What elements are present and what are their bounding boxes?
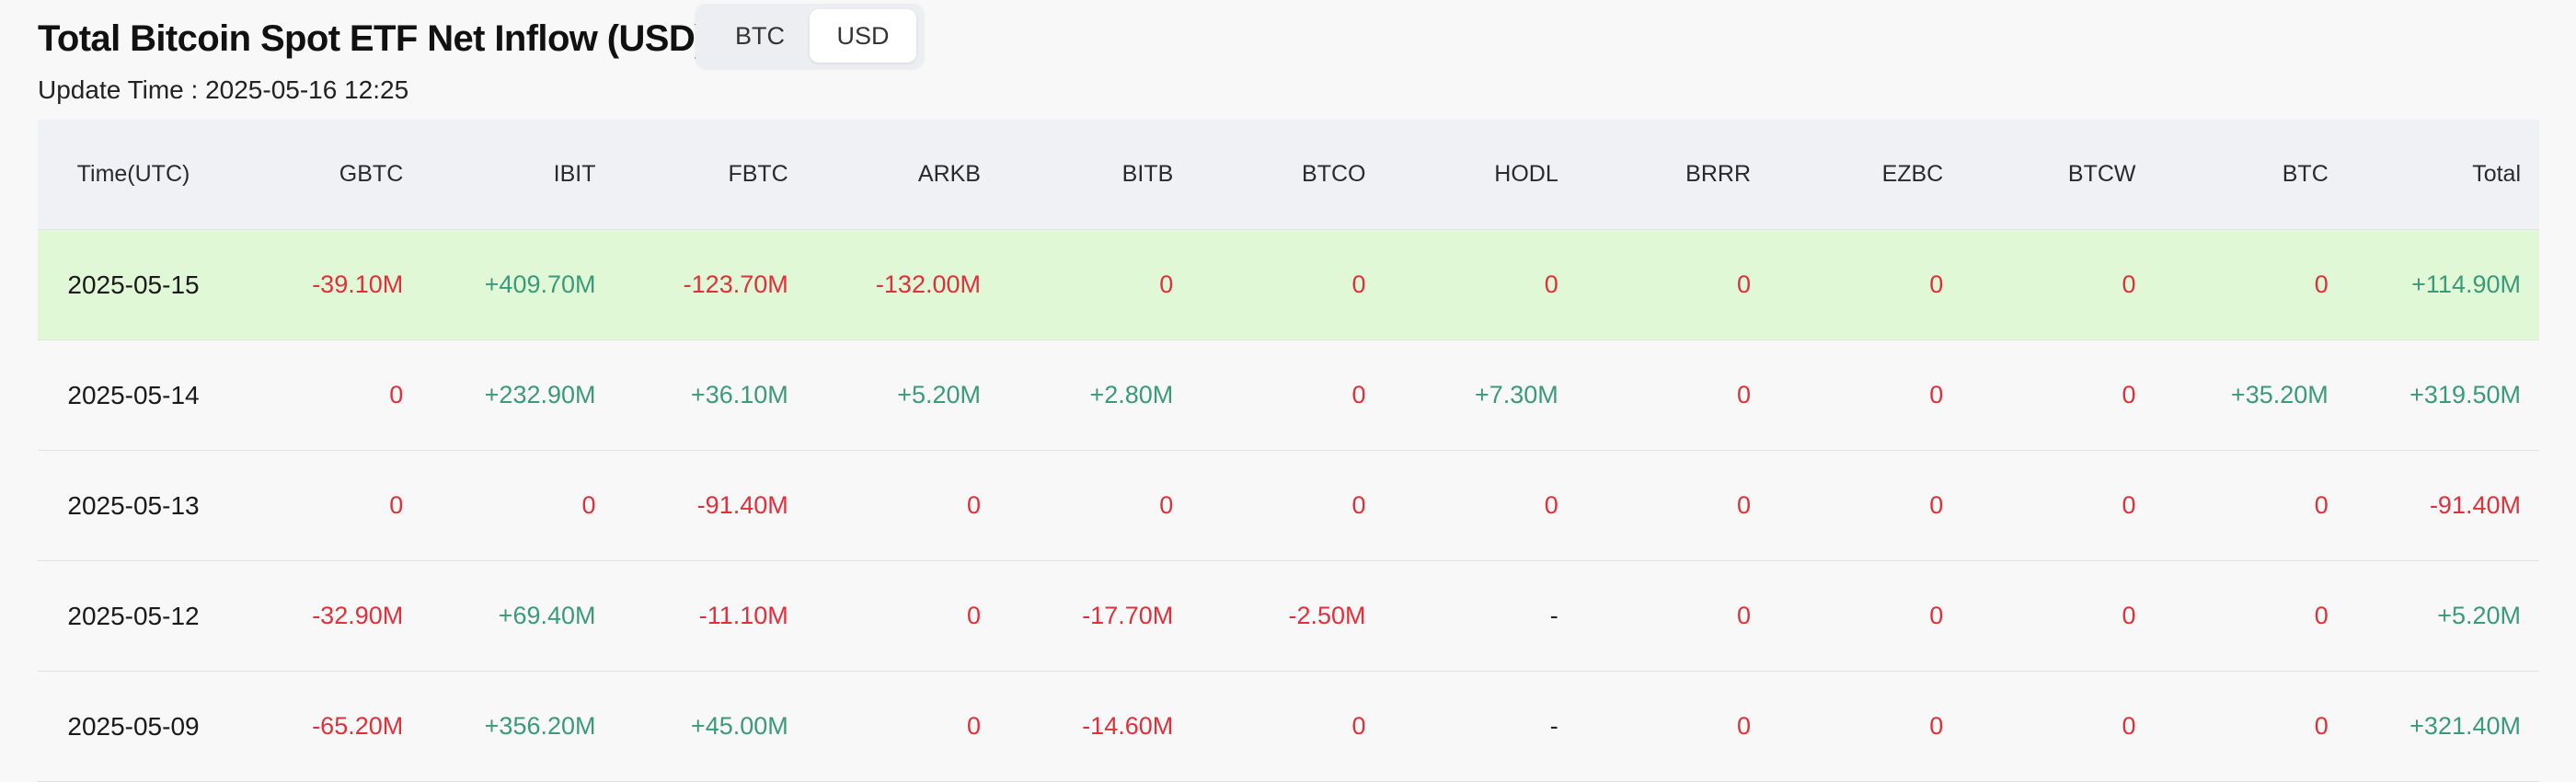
column-header-time-utc: Time(UTC) bbox=[76, 161, 190, 187]
row-date: 2025-05-13 bbox=[67, 490, 200, 520]
table-header: Time(UTC) GBTC IBIT FBTC ARKB BITB BTCO HODL BRR… bbox=[38, 120, 2539, 230]
cell-ezbc: 0 bbox=[1929, 381, 1944, 408]
cell-btc: 0 bbox=[2314, 602, 2329, 629]
cell-btcw: 0 bbox=[2122, 712, 2136, 740]
cell-btc: 0 bbox=[2314, 491, 2329, 519]
cell-brrr: 0 bbox=[1736, 602, 1751, 629]
column-header-btc: BTC bbox=[2282, 161, 2329, 187]
toggle-usd-button[interactable]: USD bbox=[810, 9, 916, 63]
cell-gbtc: 0 bbox=[389, 381, 404, 408]
cell-total: +319.50M bbox=[2409, 381, 2521, 408]
cell-btcw: 0 bbox=[2122, 491, 2136, 519]
cell-ezbc: 0 bbox=[1929, 270, 1944, 298]
cell-btco: 0 bbox=[1351, 381, 1366, 408]
cell-btc: 0 bbox=[2314, 270, 2329, 298]
cell-ezbc: 0 bbox=[1929, 712, 1944, 740]
cell-btco: 0 bbox=[1351, 270, 1366, 298]
column-header-btcw: BTCW bbox=[2067, 161, 2136, 187]
column-header-bitb: BITB bbox=[1121, 161, 1174, 187]
cell-hodl: - bbox=[1549, 602, 1558, 629]
cell-brrr: 0 bbox=[1736, 270, 1751, 298]
cell-ezbc: 0 bbox=[1929, 602, 1944, 629]
unit-toggle: BTC USD bbox=[696, 4, 924, 68]
row-date: 2025-05-09 bbox=[67, 711, 200, 741]
column-header-arkb: ARKB bbox=[917, 161, 981, 187]
cell-ezbc: 0 bbox=[1929, 491, 1944, 519]
column-header-ibit: IBIT bbox=[553, 161, 596, 187]
table-row: 2025-05-09 -65.20M +356.20M +45.00M 0 -14.60M… bbox=[38, 672, 2539, 782]
cell-fbtc: +45.00M bbox=[690, 712, 788, 740]
cell-fbtc: -91.40M bbox=[696, 491, 788, 519]
cell-fbtc: -123.70M bbox=[683, 270, 788, 298]
cell-ibit: +69.40M bbox=[498, 602, 596, 629]
cell-btc: 0 bbox=[2314, 712, 2329, 740]
column-header-fbtc: FBTC bbox=[728, 161, 788, 187]
column-header-hodl: HODL bbox=[1494, 161, 1558, 187]
cell-btco: 0 bbox=[1351, 491, 1366, 519]
column-header-total: Total bbox=[2472, 161, 2521, 187]
cell-total: +5.20M bbox=[2437, 602, 2521, 629]
table-row: 2025-05-13 0 0 -91.40M 0 0 0 0 0 0 0 0 -91.40M bbox=[38, 451, 2539, 561]
cell-btcw: 0 bbox=[2122, 602, 2136, 629]
row-date: 2025-05-15 bbox=[67, 270, 200, 299]
cell-arkb: +5.20M bbox=[897, 381, 981, 408]
table-row: 2025-05-15 -39.10M +409.70M -123.70M -132.00… bbox=[38, 230, 2539, 340]
row-date: 2025-05-14 bbox=[67, 380, 200, 409]
cell-btcw: 0 bbox=[2122, 270, 2136, 298]
cell-brrr: 0 bbox=[1736, 381, 1751, 408]
cell-brrr: 0 bbox=[1736, 712, 1751, 740]
column-header-btco: BTCO bbox=[1302, 161, 1366, 187]
cell-ibit: 0 bbox=[581, 491, 596, 519]
table-body: 2025-05-15 -39.10M +409.70M -123.70M -132.00… bbox=[38, 230, 2539, 782]
cell-arkb: 0 bbox=[966, 712, 981, 740]
row-date: 2025-05-12 bbox=[67, 601, 200, 630]
cell-gbtc: 0 bbox=[389, 491, 404, 519]
column-header-ezbc: EZBC bbox=[1881, 161, 1944, 187]
column-header-gbtc: GBTC bbox=[339, 161, 404, 187]
cell-bitb: +2.80M bbox=[1089, 381, 1174, 408]
update-time: Update Time : 2025-05-16 12:25 bbox=[38, 75, 409, 104]
cell-btco: 0 bbox=[1351, 712, 1366, 740]
cell-gbtc: -39.10M bbox=[312, 270, 404, 298]
etf-flow-table: Time(UTC) GBTC IBIT FBTC ARKB BITB BTCO HODL BRR… bbox=[38, 120, 2539, 782]
cell-hodl: +7.30M bbox=[1474, 381, 1558, 408]
cell-brrr: 0 bbox=[1736, 491, 1751, 519]
page-title: Total Bitcoin Spot ETF Net Inflow (USD) bbox=[38, 18, 707, 59]
cell-bitb: 0 bbox=[1159, 491, 1174, 519]
cell-gbtc: -65.20M bbox=[312, 712, 404, 740]
table-row: 2025-05-14 0 +232.90M +36.10M +5.20M +2.80M 0 +… bbox=[38, 340, 2539, 451]
cell-total: +321.40M bbox=[2409, 712, 2521, 740]
cell-ibit: +232.90M bbox=[484, 381, 596, 408]
cell-ibit: +409.70M bbox=[484, 270, 596, 298]
cell-total: +114.90M bbox=[2411, 270, 2521, 298]
column-header-brrr: BRRR bbox=[1685, 161, 1751, 187]
cell-hodl: - bbox=[1549, 712, 1558, 740]
cell-fbtc: -11.10M bbox=[698, 602, 788, 629]
cell-fbtc: +36.10M bbox=[690, 381, 788, 408]
cell-bitb: -17.70M bbox=[1082, 602, 1174, 629]
cell-btcw: 0 bbox=[2122, 381, 2136, 408]
cell-ibit: +356.20M bbox=[484, 712, 596, 740]
cell-btco: -2.50M bbox=[1288, 602, 1366, 629]
cell-arkb: -132.00M bbox=[875, 270, 981, 298]
cell-bitb: -14.60M bbox=[1082, 712, 1174, 740]
cell-bitb: 0 bbox=[1159, 270, 1174, 298]
cell-btc: +35.20M bbox=[2230, 381, 2329, 408]
table-row: 2025-05-12 -32.90M +69.40M -11.10M 0 -17.70M -… bbox=[38, 561, 2539, 672]
cell-hodl: 0 bbox=[1544, 491, 1558, 519]
cell-gbtc: -32.90M bbox=[312, 602, 404, 629]
cell-total: -91.40M bbox=[2429, 491, 2521, 519]
toggle-btc-button[interactable]: BTC bbox=[735, 22, 785, 50]
cell-hodl: 0 bbox=[1544, 270, 1558, 298]
cell-arkb: 0 bbox=[966, 602, 981, 629]
cell-arkb: 0 bbox=[966, 491, 981, 519]
